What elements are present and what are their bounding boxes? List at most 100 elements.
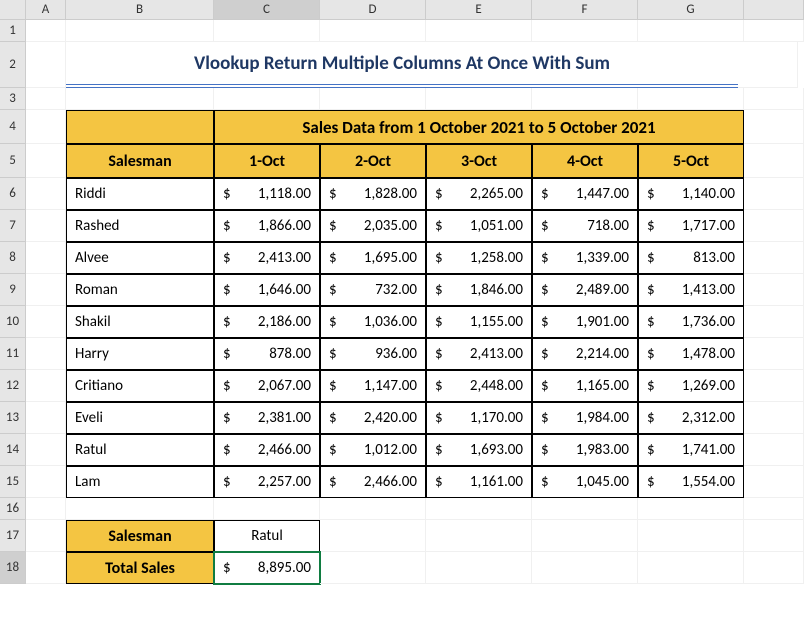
cell-H16[interactable] bbox=[744, 498, 804, 520]
sales-value[interactable]: $1,447.00 bbox=[532, 178, 638, 210]
cell-G17[interactable] bbox=[638, 520, 744, 552]
cell-B16[interactable] bbox=[66, 498, 214, 520]
cell-B4[interactable] bbox=[66, 110, 214, 144]
cell-F17[interactable] bbox=[532, 520, 638, 552]
cell-D16[interactable] bbox=[320, 498, 426, 520]
cell-F18[interactable] bbox=[532, 552, 638, 584]
sales-value[interactable]: $936.00 bbox=[320, 338, 426, 370]
sales-value[interactable]: $1,140.00 bbox=[638, 178, 744, 210]
row-header-3[interactable]: 3 bbox=[0, 88, 26, 110]
sales-value[interactable]: $1,012.00 bbox=[320, 434, 426, 466]
cell-F3[interactable] bbox=[532, 88, 638, 110]
cell-H6[interactable] bbox=[744, 178, 804, 210]
col-header-G[interactable]: G bbox=[638, 0, 744, 20]
sales-value[interactable]: $1,828.00 bbox=[320, 178, 426, 210]
header-5oct[interactable]: 5-Oct bbox=[638, 144, 744, 178]
row-header-18[interactable]: 18 bbox=[0, 552, 26, 584]
table-subtitle[interactable]: Sales Data from 1 October 2021 to 5 Octo… bbox=[214, 110, 744, 144]
sales-value[interactable]: $2,035.00 bbox=[320, 210, 426, 242]
col-header-B[interactable]: B bbox=[66, 0, 214, 20]
row-header-12[interactable]: 12 bbox=[0, 370, 26, 402]
salesman-name[interactable]: Alvee bbox=[66, 242, 214, 274]
sales-value[interactable]: $1,717.00 bbox=[638, 210, 744, 242]
sales-value[interactable]: $1,258.00 bbox=[426, 242, 532, 274]
cell-D18[interactable] bbox=[320, 552, 426, 584]
cell-A6[interactable] bbox=[26, 178, 66, 210]
summary-value-total[interactable]: $ 8,895.00 bbox=[214, 552, 320, 584]
sales-value[interactable]: $1,339.00 bbox=[532, 242, 638, 274]
sales-value[interactable]: $1,478.00 bbox=[638, 338, 744, 370]
sales-value[interactable]: $1,646.00 bbox=[214, 274, 320, 306]
sales-value[interactable]: $2,466.00 bbox=[320, 466, 426, 498]
col-header-spare[interactable] bbox=[744, 0, 804, 20]
cell-A17[interactable] bbox=[26, 520, 66, 552]
cell-H14[interactable] bbox=[744, 434, 804, 466]
salesman-name[interactable]: Shakil bbox=[66, 306, 214, 338]
sales-value[interactable]: $1,413.00 bbox=[638, 274, 744, 306]
col-header-C[interactable]: C bbox=[214, 0, 320, 20]
cell-A2[interactable] bbox=[26, 42, 66, 88]
sales-value[interactable]: $2,466.00 bbox=[214, 434, 320, 466]
sales-value[interactable]: $718.00 bbox=[532, 210, 638, 242]
salesman-name[interactable]: Lam bbox=[66, 466, 214, 498]
row-header-11[interactable]: 11 bbox=[0, 338, 26, 370]
cell-H13[interactable] bbox=[744, 402, 804, 434]
sales-value[interactable]: $1,118.00 bbox=[214, 178, 320, 210]
cell-G3[interactable] bbox=[638, 88, 744, 110]
salesman-name[interactable]: Riddi bbox=[66, 178, 214, 210]
cell-A10[interactable] bbox=[26, 306, 66, 338]
cell-A3[interactable] bbox=[26, 88, 66, 110]
salesman-name[interactable]: Eveli bbox=[66, 402, 214, 434]
col-header-A[interactable]: A bbox=[26, 0, 66, 20]
sales-value[interactable]: $1,846.00 bbox=[426, 274, 532, 306]
row-header-6[interactable]: 6 bbox=[0, 178, 26, 210]
cell-C16[interactable] bbox=[214, 498, 320, 520]
sales-value[interactable]: $1,693.00 bbox=[426, 434, 532, 466]
cell-H15[interactable] bbox=[744, 466, 804, 498]
col-header-E[interactable]: E bbox=[426, 0, 532, 20]
cell-H12[interactable] bbox=[744, 370, 804, 402]
cell-G16[interactable] bbox=[638, 498, 744, 520]
sales-value[interactable]: $2,448.00 bbox=[426, 370, 532, 402]
cell-H8[interactable] bbox=[744, 242, 804, 274]
cell-E17[interactable] bbox=[426, 520, 532, 552]
sales-value[interactable]: $813.00 bbox=[638, 242, 744, 274]
cell-H17[interactable] bbox=[744, 520, 804, 552]
cell-A11[interactable] bbox=[26, 338, 66, 370]
cell-D3[interactable] bbox=[320, 88, 426, 110]
salesman-name[interactable]: Ratul bbox=[66, 434, 214, 466]
cell-E3[interactable] bbox=[426, 88, 532, 110]
cell-A14[interactable] bbox=[26, 434, 66, 466]
sales-value[interactable]: $1,736.00 bbox=[638, 306, 744, 338]
cell-H7[interactable] bbox=[744, 210, 804, 242]
sales-value[interactable]: $1,036.00 bbox=[320, 306, 426, 338]
cell-A13[interactable] bbox=[26, 402, 66, 434]
cell-G18[interactable] bbox=[638, 552, 744, 584]
sales-value[interactable]: $1,155.00 bbox=[426, 306, 532, 338]
sales-value[interactable]: $1,051.00 bbox=[426, 210, 532, 242]
cell-A18[interactable] bbox=[26, 552, 66, 584]
sales-value[interactable]: $1,161.00 bbox=[426, 466, 532, 498]
sales-value[interactable]: $878.00 bbox=[214, 338, 320, 370]
salesman-name[interactable]: Harry bbox=[66, 338, 214, 370]
sales-value[interactable]: $2,265.00 bbox=[426, 178, 532, 210]
row-header-5[interactable]: 5 bbox=[0, 144, 26, 178]
row-header-4[interactable]: 4 bbox=[0, 110, 26, 144]
sales-value[interactable]: $1,554.00 bbox=[638, 466, 744, 498]
header-salesman[interactable]: Salesman bbox=[66, 144, 214, 178]
col-header-F[interactable]: F bbox=[532, 0, 638, 20]
col-header-D[interactable]: D bbox=[320, 0, 426, 20]
row-header-8[interactable]: 8 bbox=[0, 242, 26, 274]
sales-value[interactable]: $1,901.00 bbox=[532, 306, 638, 338]
cell-D1[interactable] bbox=[320, 20, 426, 42]
cell-H18[interactable] bbox=[744, 552, 804, 584]
sales-value[interactable]: $1,147.00 bbox=[320, 370, 426, 402]
cell-A15[interactable] bbox=[26, 466, 66, 498]
row-header-10[interactable]: 10 bbox=[0, 306, 26, 338]
row-header-2[interactable]: 2 bbox=[0, 42, 26, 88]
row-header-1[interactable]: 1 bbox=[0, 20, 26, 42]
summary-value-salesman[interactable]: Ratul bbox=[214, 520, 320, 552]
sales-value[interactable]: $2,381.00 bbox=[214, 402, 320, 434]
sales-value[interactable]: $2,489.00 bbox=[532, 274, 638, 306]
header-3oct[interactable]: 3-Oct bbox=[426, 144, 532, 178]
